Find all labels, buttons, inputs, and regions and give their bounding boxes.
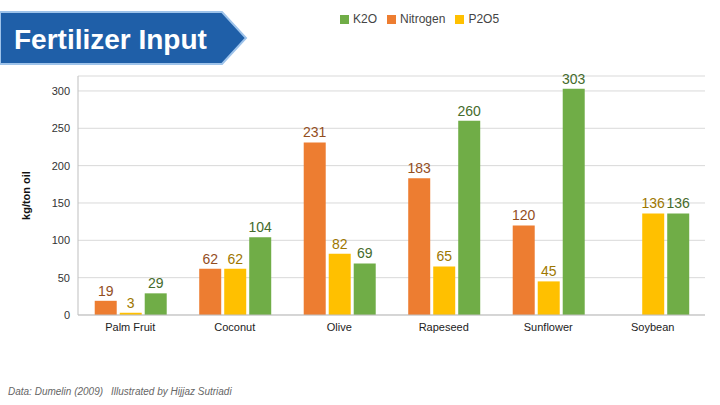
html-text:Illustrated by Hijjaz Sutriadi: Illustrated by Hijjaz Sutriadi [111, 386, 232, 397]
svg-text:kg/ton oil: kg/ton oil [20, 171, 32, 220]
svg-text:82: 82 [332, 236, 348, 252]
svg-text:Rapeseed: Rapeseed [419, 321, 469, 333]
svg-text:183: 183 [408, 160, 432, 176]
svg-text:45: 45 [541, 263, 557, 279]
svg-text:0: 0 [64, 309, 70, 321]
svg-text:104: 104 [249, 219, 273, 235]
svg-text:50: 50 [58, 272, 70, 284]
svg-text:Fertilizer Input: Fertilizer Input [14, 24, 207, 55]
html-text:K2O: K2O [353, 12, 377, 26]
svg-text:136: 136 [667, 195, 691, 211]
html-text:Nitrogen: Nitrogen [400, 12, 446, 26]
svg-text:62: 62 [227, 251, 243, 267]
svg-text:29: 29 [148, 275, 164, 291]
svg-text:65: 65 [436, 248, 452, 264]
svg-text:120: 120 [512, 207, 536, 223]
svg-text:69: 69 [357, 245, 373, 261]
svg-text:200: 200 [52, 160, 70, 172]
svg-text:3: 3 [127, 295, 135, 311]
svg-text:100: 100 [52, 234, 70, 246]
svg-text:Olive: Olive [327, 321, 352, 333]
svg-text:Soybean: Soybean [631, 321, 674, 333]
svg-text:300: 300 [52, 85, 70, 97]
svg-text:260: 260 [458, 103, 482, 119]
html-text:P2O5: P2O5 [468, 12, 500, 26]
svg-text:231: 231 [303, 124, 327, 140]
svg-text:136: 136 [642, 195, 666, 211]
svg-text:Sunflower: Sunflower [524, 321, 573, 333]
svg-text:Palm Fruit: Palm Fruit [105, 321, 155, 333]
svg-text:Coconut: Coconut [214, 321, 255, 333]
svg-text:150: 150 [52, 197, 70, 209]
html-text:Data: Dumelin (2009): Data: Dumelin (2009) [8, 386, 103, 397]
svg-text:250: 250 [52, 122, 70, 134]
svg-text:62: 62 [202, 251, 218, 267]
svg-text:303: 303 [562, 71, 586, 87]
svg-text:19: 19 [98, 283, 114, 299]
